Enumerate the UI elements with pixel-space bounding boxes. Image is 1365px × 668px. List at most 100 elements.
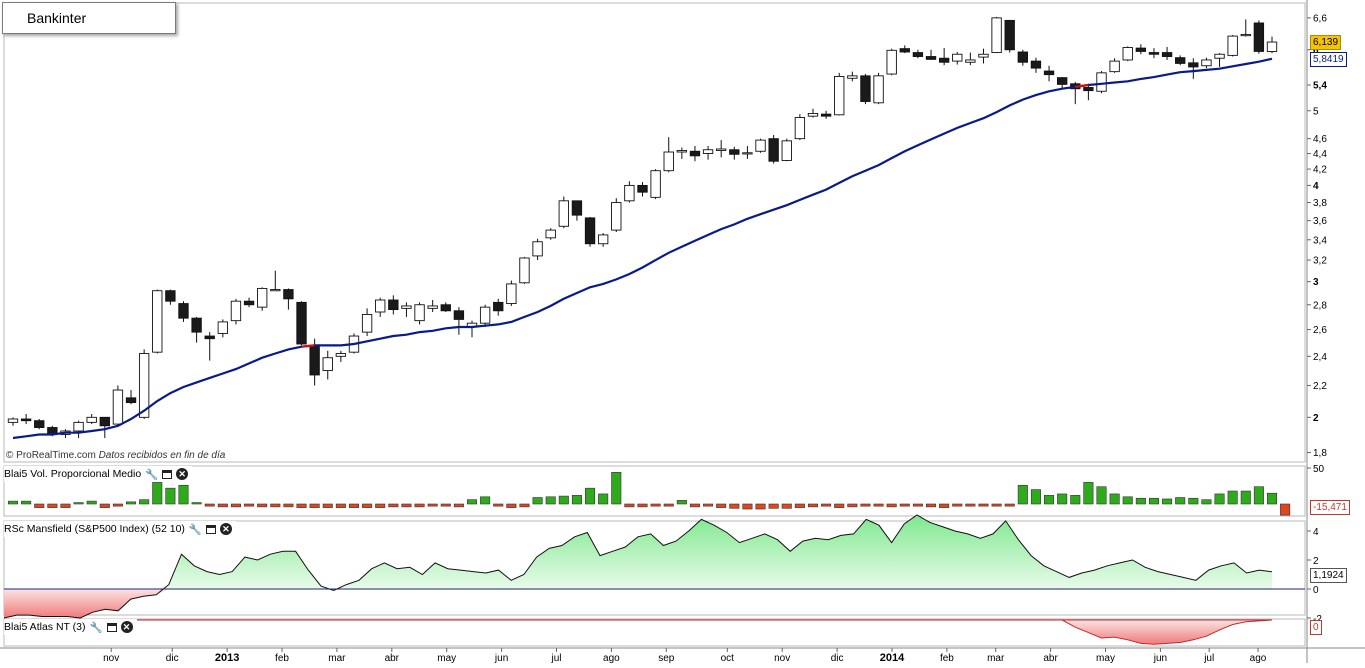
volume-bar (86, 500, 97, 505)
atlas-area (13, 619, 1273, 645)
volume-bar (257, 503, 268, 508)
volume-bar (978, 503, 989, 507)
volume-bar (624, 503, 635, 508)
volume-bar (939, 503, 950, 508)
price-candle (1188, 62, 1199, 68)
month-label: 2013 (215, 652, 239, 663)
month-label: mar (987, 653, 1005, 663)
price-candle (847, 75, 858, 79)
last-price-tag: 6,139 (1310, 35, 1342, 50)
volume-bar (99, 503, 110, 508)
volume-bar (440, 503, 451, 507)
price-candle (270, 289, 281, 292)
price-candle (20, 418, 32, 422)
price-candle (335, 353, 347, 357)
price-candle (716, 148, 727, 151)
mansfield-negative-area (4, 589, 1272, 618)
volume-bar (611, 472, 622, 505)
month-label: mar (328, 653, 346, 663)
price-candle (204, 335, 215, 340)
window-icon[interactable] (162, 469, 173, 479)
price-tick-label: 3,8 (1313, 198, 1327, 209)
price-tick-label: 2 (1313, 413, 1319, 424)
price-candle (388, 299, 399, 311)
volume-bar (519, 503, 530, 508)
volume-bar (742, 503, 753, 510)
volume-bar (453, 503, 464, 508)
month-label: abr (1043, 653, 1058, 663)
close-icon[interactable]: ✕ (219, 523, 232, 535)
volume-bar (493, 503, 504, 507)
month-label: feb (940, 653, 954, 663)
volume-bar (414, 503, 425, 508)
month-label: nov (774, 653, 790, 663)
price-candle (414, 304, 425, 322)
volume-bar (545, 496, 556, 505)
volume-bar (703, 503, 714, 507)
moving-average-tag: 5,8419 (1310, 52, 1347, 67)
price-tick-label: 2,6 (1313, 325, 1327, 336)
price-candle (1227, 35, 1238, 56)
volume-bar (1266, 492, 1278, 505)
price-candle (152, 290, 163, 353)
volume-bar (362, 503, 373, 508)
price-candle (952, 53, 963, 62)
volume-bar (388, 503, 399, 508)
volume-bar (729, 503, 740, 509)
volume-bar (375, 503, 386, 508)
volume-bar (1188, 497, 1199, 505)
price-tick-label: 3,4 (1313, 235, 1327, 246)
price-candle (624, 184, 635, 202)
price-candle (899, 48, 910, 53)
price-candle (729, 149, 740, 155)
window-icon[interactable] (205, 524, 216, 534)
volume-bar (532, 497, 543, 505)
close-icon[interactable]: ✕ (176, 468, 189, 480)
price-candle (283, 289, 294, 300)
volume-bar (1004, 503, 1015, 507)
price-candle (1043, 70, 1055, 76)
volume-last-tag: -15,471 (1310, 500, 1350, 515)
close-icon[interactable]: ✕ (120, 621, 133, 633)
volume-bar (178, 484, 189, 505)
price-candle (938, 57, 950, 63)
volume-bar (1280, 503, 1291, 516)
volume-bar (427, 503, 438, 507)
price-tick-label: 4 (1313, 181, 1319, 192)
credit-site: © ProRealTime.com (6, 450, 96, 461)
volume-bar (322, 503, 333, 508)
price-candle (584, 217, 596, 245)
price-candle (1266, 41, 1278, 52)
volume-bar (571, 495, 582, 505)
wrench-icon[interactable]: 🔧 (145, 468, 159, 481)
price-candle (663, 151, 674, 172)
volume-bar (755, 503, 766, 510)
volume-bar (139, 499, 150, 505)
price-candle (1004, 19, 1015, 51)
price-candle (820, 113, 832, 117)
volume-bar (1240, 490, 1251, 505)
volume-bar (781, 503, 792, 509)
month-label: jun (1153, 653, 1167, 663)
wrench-icon[interactable]: 🔧 (89, 621, 103, 634)
window-icon[interactable] (106, 622, 117, 632)
price-candle (125, 397, 137, 404)
volume-bar (965, 503, 976, 507)
price-candle (794, 117, 806, 140)
price-tick-label: 2,2 (1313, 381, 1327, 392)
volume-bar (1030, 489, 1041, 505)
month-label: feb (275, 653, 289, 663)
price-candle (7, 418, 19, 423)
price-candle (453, 310, 465, 320)
data-credit: © ProRealTime.com Datos recibidos en fin… (6, 450, 225, 461)
volume-bar (191, 502, 202, 505)
volume-bar (152, 482, 163, 505)
price-candle (1201, 59, 1212, 67)
volume-bar (204, 503, 215, 507)
volume-bar (1175, 497, 1186, 505)
volume-bar (34, 503, 45, 508)
price-candle (650, 170, 661, 198)
price-candle (73, 421, 84, 432)
wrench-icon[interactable]: 🔧 (188, 523, 202, 536)
